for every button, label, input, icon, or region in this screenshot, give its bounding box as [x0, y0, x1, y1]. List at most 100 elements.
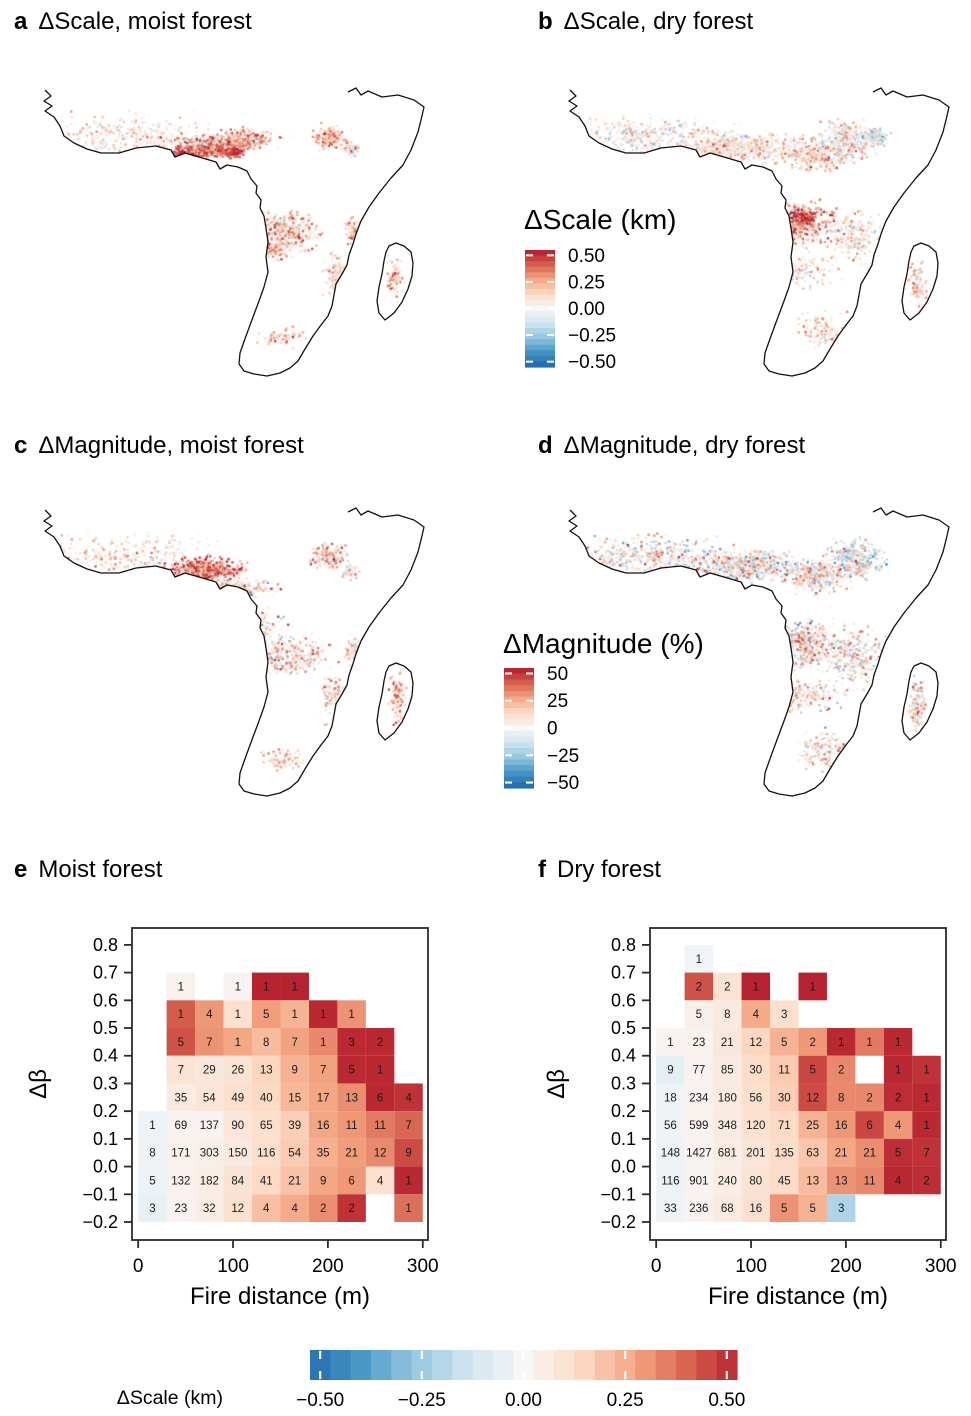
heatmap-cell-count: 4 [895, 1175, 902, 1187]
colorbar-segment [655, 1350, 677, 1380]
heatmap-cell-count: 13 [806, 1175, 819, 1187]
heatmap-cell-count: 116 [661, 1175, 679, 1187]
heatmap-cell-count: 599 [689, 1120, 708, 1132]
heatmap-cell-count: 2 [866, 1092, 872, 1104]
legend-scale-colorbar: 0.50 0.25 0.00 −0.25 −0.50 [495, 195, 725, 395]
heatmap-cell [770, 1166, 799, 1195]
heatmap-cell [223, 1055, 253, 1084]
heatmap-cell [798, 1138, 827, 1167]
y-tick-label: −0.2 [82, 1212, 118, 1232]
heatmap-cell-count: 5 [696, 1009, 702, 1021]
y-tick-label: −0.2 [600, 1212, 636, 1232]
colorbar-segment [525, 316, 555, 324]
y-tick-label: 0.1 [93, 1129, 118, 1149]
heatmap-cell [280, 1000, 309, 1029]
colorbar-segment [525, 289, 555, 296]
heatmap-cell [280, 1055, 309, 1084]
bottom-colorbar-title: ΔScale (km) [117, 1387, 223, 1409]
heatmap-cell [741, 1138, 771, 1167]
heatmap-cell-count: 16 [835, 1120, 848, 1132]
panel-title-a: a ΔScale, moist forest [14, 8, 252, 36]
heatmap-cell [337, 1083, 366, 1112]
heatmap-cell [770, 1111, 799, 1139]
colorbar-tick-label: −0.50 [568, 352, 616, 373]
heatmap-cell [280, 1111, 309, 1139]
map-scale-moist-forest [30, 80, 430, 380]
heatmap-cell-count: 35 [317, 1148, 330, 1160]
panel-title-b: b ΔScale, dry forest [538, 8, 753, 36]
legend-svg: 50 25 0 −25 −50 [504, 664, 579, 794]
heatmap-cell [138, 1138, 167, 1167]
heatmap-cell [308, 1138, 338, 1167]
coastline-layer [43, 507, 425, 797]
bottom-colorbar: −0.50 −0.25 0.00 0.25 0.50 ΔScale (km) [100, 1340, 800, 1416]
heatmap-cell [308, 1166, 338, 1195]
heatmap-cell-count: 1 [667, 1037, 673, 1049]
heatmap-cell [713, 1055, 742, 1084]
colorbar-segment [676, 1350, 697, 1380]
heatmap-cell-count: 21 [721, 1037, 734, 1049]
heatmap-cell-count: 7 [178, 1065, 184, 1077]
heatmap-cell-count: 2 [923, 1175, 929, 1187]
heatmap-cell-count: 8 [838, 1092, 844, 1104]
heatmap-cell [684, 1055, 714, 1084]
africa-coastline [568, 507, 950, 797]
heatmap-cell-count: 54 [203, 1092, 216, 1104]
heatmap-cell [337, 1028, 366, 1056]
panel-letter-d: d [538, 432, 553, 459]
colorbar-segment [533, 1350, 555, 1380]
heatmap-cell [883, 1166, 913, 1195]
heatmap-cell [713, 1138, 742, 1167]
heatmap-cell [252, 1028, 281, 1056]
heatmap-cell [252, 1166, 281, 1195]
heatmap-cell [713, 1028, 742, 1056]
heatmap-cell [195, 1194, 224, 1222]
madagascar-outline [376, 662, 414, 741]
heatmap-cell [308, 1055, 338, 1084]
heatmap-cell [223, 1111, 253, 1139]
heatmap-cell-count: 40 [260, 1092, 273, 1104]
heatmap-cell [741, 972, 771, 1001]
heatmap-cell-count: 21 [863, 1148, 876, 1160]
heatmap-cell [826, 1166, 856, 1195]
y-tick-label: 0.0 [611, 1157, 636, 1177]
colorbar-tick-label: 0 [547, 719, 558, 740]
panel-title-c: c ΔMagnitude, moist forest [14, 432, 304, 460]
heatmap-cell-count: 137 [200, 1120, 219, 1132]
heatmap-cell-count: 25 [806, 1120, 819, 1132]
heatmap-cell [883, 1028, 913, 1056]
heatmap-cell [195, 1083, 224, 1112]
heatmap-cell-count: 1427 [686, 1148, 712, 1160]
colorbar-segment [504, 673, 534, 681]
heatmap-cell [912, 1111, 941, 1139]
heatmap-cell-count: 135 [775, 1148, 794, 1160]
y-tick-label: 0.8 [611, 935, 636, 955]
heatmap-cell [365, 1028, 395, 1056]
heatmap-cell-count: 1 [348, 1009, 354, 1021]
heatmap-cell-count: 29 [203, 1065, 216, 1077]
heatmap-cell-count: 240 [718, 1175, 737, 1187]
map-magnitude-dry-forest [555, 500, 955, 800]
heatmap-cell [365, 1083, 395, 1112]
heatmap-cell-count: 6 [348, 1175, 354, 1187]
heatmap-cell-count: 21 [835, 1148, 848, 1160]
heatmap-cell-count: 1 [178, 981, 184, 993]
colorbar-segment [504, 708, 534, 715]
heatmap-cell [166, 1055, 196, 1084]
heatmap-cell [223, 1194, 253, 1222]
heatmap-cell [770, 1000, 799, 1029]
heatmap-cell-count: 132 [171, 1175, 190, 1187]
heatmap-cell [308, 1083, 338, 1112]
map-dots-layer [30, 500, 430, 800]
heatmap-cell [138, 1194, 167, 1222]
heatmap-cell-count: 12 [231, 1203, 244, 1215]
heatmap-cell-count: 1 [923, 1065, 929, 1077]
heatmap-cell-count: 12 [806, 1092, 819, 1104]
heatmap-cell-count: 4 [263, 1203, 270, 1215]
x-tick-label: 100 [217, 1256, 249, 1277]
colorbar-segment [525, 355, 555, 363]
colorbar-segment [525, 361, 555, 368]
heatmap-cell [883, 1055, 913, 1084]
heatmap-cell-count: 2 [724, 981, 730, 993]
heatmap-cell [252, 1138, 281, 1167]
